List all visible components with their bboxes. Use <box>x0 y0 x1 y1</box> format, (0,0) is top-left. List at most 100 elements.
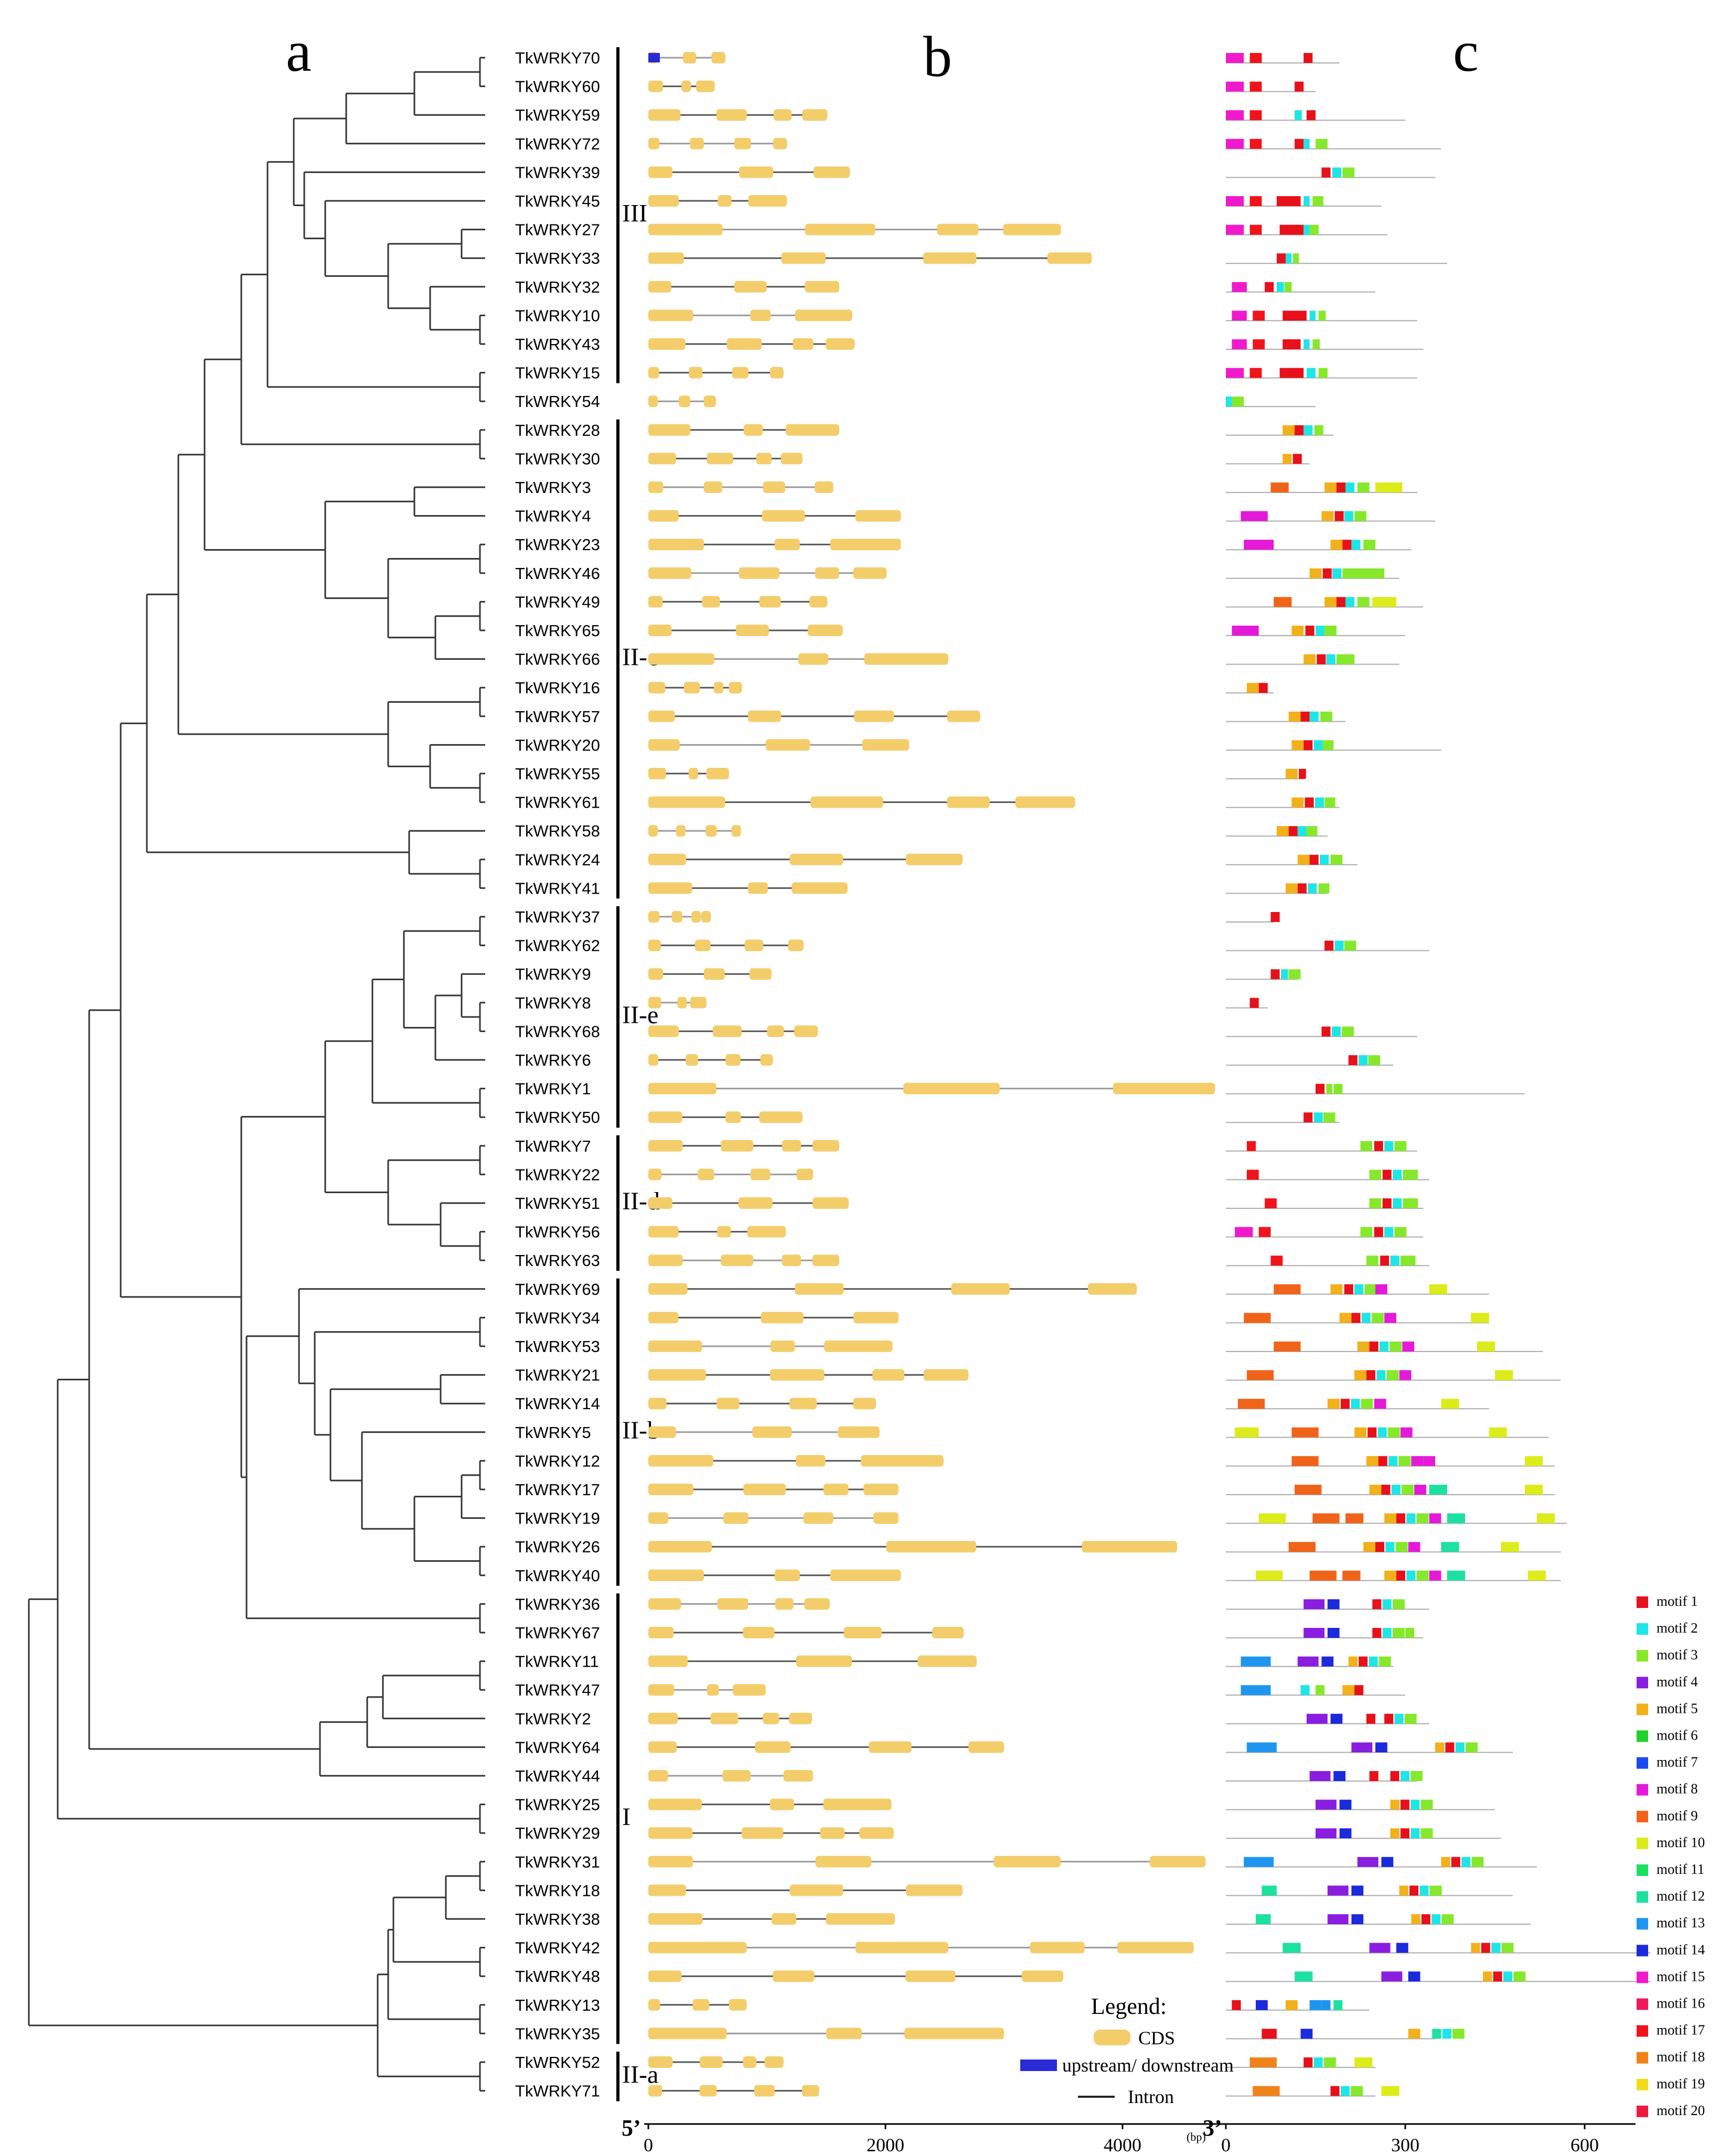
motif-block <box>1270 1256 1283 1266</box>
cds-exon <box>733 1684 766 1696</box>
gene-label: TkWRKY5 <box>515 1423 591 1442</box>
motif-block <box>1241 1656 1271 1667</box>
cds-exon <box>917 1655 977 1667</box>
cds-exon <box>820 1827 845 1839</box>
legend-utr-label: upstream/ downstream <box>1062 2055 1234 2076</box>
motif-block <box>1381 2086 1399 2096</box>
motif-block <box>1313 1112 1323 1123</box>
motif-block <box>1295 425 1304 435</box>
gene-label: TkWRKY20 <box>515 736 600 754</box>
motif-block <box>1501 1542 1519 1552</box>
motif-block <box>1249 81 1262 92</box>
motif-swatch <box>1637 1864 1648 1876</box>
motif-block <box>1354 1427 1366 1438</box>
cds-exon <box>743 1627 775 1638</box>
cds-exon <box>648 739 680 751</box>
cds-exon <box>805 223 875 235</box>
gene-label: TkWRKY15 <box>515 364 600 382</box>
cds-exon <box>648 1054 658 1066</box>
motif-block <box>1364 1284 1377 1294</box>
motif-block <box>1309 2000 1322 2010</box>
motif-swatch <box>1637 1971 1648 1983</box>
motif-block <box>1258 1227 1271 1237</box>
motif-block <box>1324 482 1337 492</box>
motif-block <box>1283 1943 1301 1953</box>
cds-exon <box>703 481 723 493</box>
motif-legend-label: motif 9 <box>1657 1808 1698 1824</box>
motif-block <box>1369 1771 1379 1781</box>
motif-block <box>1313 2057 1323 2067</box>
gene-label: TkWRKY25 <box>515 1796 600 1814</box>
motif-block <box>1249 997 1259 1008</box>
cds-exon <box>648 682 666 694</box>
cds-exon <box>853 1398 876 1410</box>
cds-exon <box>743 424 763 436</box>
cds-exon <box>814 166 850 178</box>
motif-block <box>1319 854 1329 865</box>
cds-exon <box>648 1884 686 1896</box>
cds-exon <box>648 1197 672 1209</box>
motif-block <box>1333 2000 1343 2010</box>
motif-block <box>1385 1542 1395 1552</box>
gene-label: TkWRKY53 <box>515 1337 600 1356</box>
motif-block <box>1303 1628 1325 1638</box>
cds-exon <box>1117 1942 1194 1954</box>
cds-exon <box>823 1484 849 1495</box>
motif-block <box>1258 683 1268 693</box>
motif-block <box>1321 2000 1331 2010</box>
motif-block <box>1393 1198 1402 1208</box>
motif-block <box>1309 1570 1337 1581</box>
motif-block <box>1309 1771 1331 1781</box>
motif-block <box>1303 2057 1313 2067</box>
cds-exon <box>826 338 855 350</box>
motif-block <box>1244 1857 1274 1867</box>
motif-block <box>1305 797 1314 808</box>
cds-exon <box>648 1541 712 1553</box>
cds-exon <box>648 453 676 465</box>
motif-block <box>1323 1112 1335 1123</box>
cds-exon <box>734 281 767 293</box>
motif-block <box>1481 1943 1490 1953</box>
cds-exon <box>703 968 725 980</box>
motif-block <box>1359 1656 1368 1667</box>
gene-label: TkWRKY16 <box>515 679 600 697</box>
cds-exon <box>947 796 990 808</box>
motif-block <box>1536 1513 1555 1524</box>
cds-exon <box>718 195 732 207</box>
motif-block <box>1327 1914 1349 1924</box>
cds-exon <box>1113 1082 1215 1095</box>
motif-swatch <box>1637 1757 1648 1769</box>
gene-label: TkWRKY26 <box>515 1538 600 1556</box>
motif-block <box>1226 224 1244 235</box>
gene-label: TkWRKY32 <box>515 278 600 296</box>
motif-block <box>1432 2029 1441 2039</box>
cds-exon <box>689 367 703 379</box>
cds-exon <box>648 80 663 92</box>
motif-block <box>1340 2086 1350 2096</box>
cds-exon <box>830 1569 901 1581</box>
motif-block <box>1283 310 1307 321</box>
cds-exon <box>781 252 826 264</box>
cds-exon <box>761 1312 804 1324</box>
motif-legend: motif 1 motif 2 motif 3 motif 4 motif 5 motif… <box>1637 1593 1705 2118</box>
cds-exon <box>823 1798 892 1810</box>
utr-block <box>648 53 660 62</box>
motif-block <box>1342 1685 1355 1696</box>
motif-block <box>1303 138 1310 149</box>
gene-label: TkWRKY33 <box>515 249 600 267</box>
cds-exon <box>729 1999 747 2011</box>
cds-exon <box>648 968 664 980</box>
motif-block <box>1303 654 1316 664</box>
cds-exon <box>862 739 910 751</box>
motif-block <box>1388 1456 1398 1466</box>
motif-block <box>1318 883 1330 894</box>
motif-block <box>1384 1227 1394 1237</box>
gene-label: TkWRKY66 <box>515 650 600 669</box>
gene-label: TkWRKY41 <box>515 879 600 897</box>
motif-block <box>1306 826 1318 836</box>
motif-block <box>1279 224 1304 235</box>
motif-block <box>1262 1885 1277 1896</box>
cds-exon <box>648 1484 693 1495</box>
cds-exon <box>717 1226 731 1238</box>
gene-label: TkWRKY1 <box>515 1080 591 1098</box>
